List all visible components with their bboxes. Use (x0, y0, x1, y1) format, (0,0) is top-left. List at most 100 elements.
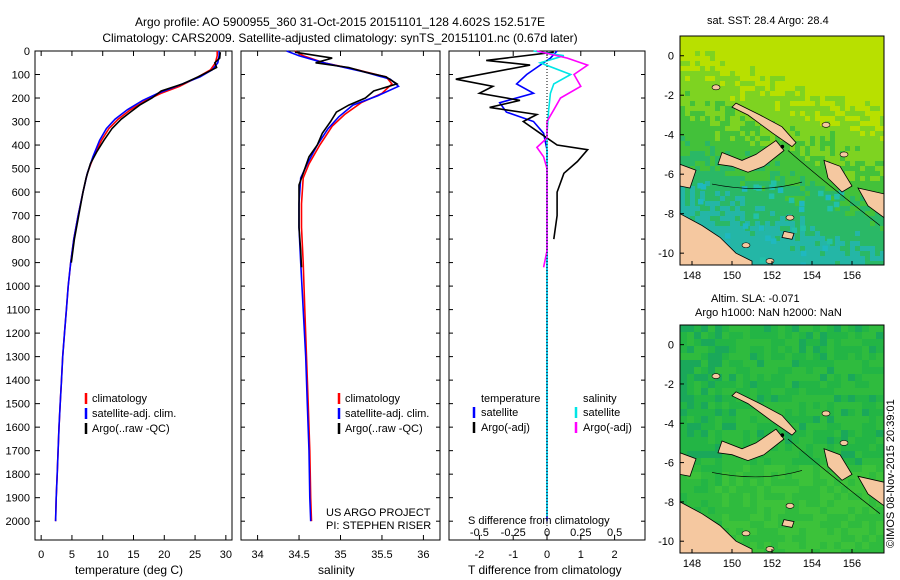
map-cell (710, 36, 716, 42)
map-cell (862, 535, 870, 543)
map-cell (775, 186, 781, 192)
map-cell (771, 549, 779, 553)
map-cell (870, 121, 876, 127)
map-cell (855, 76, 861, 82)
map-cell (745, 41, 751, 47)
map-cell (870, 246, 876, 252)
map-cell (825, 61, 831, 67)
map-cell (790, 151, 796, 157)
map-cell (834, 381, 842, 389)
map-cell (813, 346, 821, 354)
map-cell (750, 430, 758, 438)
map-cell (785, 76, 791, 82)
map-cell (780, 241, 786, 247)
map-cell (827, 409, 835, 417)
map-cell (764, 423, 772, 431)
map-cell (680, 206, 686, 212)
y-tick-label: 100 (12, 70, 30, 82)
map-cell (755, 176, 761, 182)
map-cell (708, 367, 716, 375)
map-cell (725, 76, 731, 82)
map-cell (725, 116, 731, 122)
salinity-tick-label: -0.25 (501, 527, 526, 539)
map-cell (680, 360, 688, 368)
map-cell (705, 141, 711, 147)
map-cell (810, 41, 816, 47)
map-cell (750, 46, 756, 52)
map-cell (806, 430, 814, 438)
map-cell (765, 241, 771, 247)
land-polygon (823, 159, 853, 193)
y-tick-label: 2000 (6, 516, 30, 528)
map-cell (760, 41, 766, 47)
map-cell (860, 116, 866, 122)
map-cell (720, 221, 726, 227)
map-cell (820, 36, 826, 42)
map-cell (750, 226, 756, 232)
map-cell (785, 171, 791, 177)
map-cell (755, 231, 761, 237)
map-cell (755, 131, 761, 137)
map-cell (820, 261, 826, 265)
map-cell (810, 151, 816, 157)
map-cell (735, 221, 741, 227)
legend-salinity-title: salinity (583, 393, 617, 405)
map-cell (825, 256, 831, 262)
map-cell (850, 66, 856, 72)
map-cell (680, 430, 688, 438)
map-cell (735, 236, 741, 242)
map-cell (775, 116, 781, 122)
map-cell (810, 71, 816, 77)
map-cell (725, 171, 731, 177)
map-cell (880, 81, 884, 87)
map-cell (778, 528, 786, 536)
map-cell (715, 226, 721, 232)
map-cell (690, 151, 696, 157)
map-cell (722, 472, 730, 480)
map-cell (862, 388, 870, 396)
map-cell (810, 96, 816, 102)
map-cell (800, 211, 806, 217)
map-cell (765, 221, 771, 227)
map-cell (760, 71, 766, 77)
map-cell (760, 201, 766, 207)
map-cell (785, 181, 791, 187)
map-cell (845, 146, 851, 152)
map-cell (775, 196, 781, 202)
map-cell (705, 91, 711, 97)
map-cell (750, 325, 758, 333)
map-cell (840, 101, 846, 107)
map-cell (855, 437, 863, 445)
map-cell (743, 360, 751, 368)
map-x-tick-label: 148 (683, 558, 701, 570)
map-cell (835, 141, 841, 147)
x-tick-label: 0 (544, 549, 550, 561)
map-cell (685, 151, 691, 157)
map-cell (745, 231, 751, 237)
map-cell (755, 256, 761, 262)
map-cell (876, 535, 884, 543)
map-cell (708, 430, 716, 438)
map-cell (710, 41, 716, 47)
map-cell (740, 121, 746, 127)
map-cell (815, 171, 821, 177)
map-cell (815, 76, 821, 82)
temperature-xlabel: temperature (deg C) (75, 563, 183, 577)
map-cell (750, 41, 756, 47)
map-cell (785, 106, 791, 112)
y-tick-label: 1200 (6, 328, 30, 340)
map-cell (745, 66, 751, 72)
map-cell (725, 91, 731, 97)
map-cell (810, 101, 816, 107)
map-cell (805, 201, 811, 207)
map-cell (855, 528, 863, 536)
map-cell (820, 493, 828, 501)
map-cell (825, 51, 831, 57)
map-cell (815, 216, 821, 222)
map-cell (694, 465, 702, 473)
map-cell (685, 71, 691, 77)
map-cell (806, 367, 814, 375)
map-cell (860, 201, 866, 207)
map-cell (715, 231, 721, 237)
map-cell (730, 171, 736, 177)
